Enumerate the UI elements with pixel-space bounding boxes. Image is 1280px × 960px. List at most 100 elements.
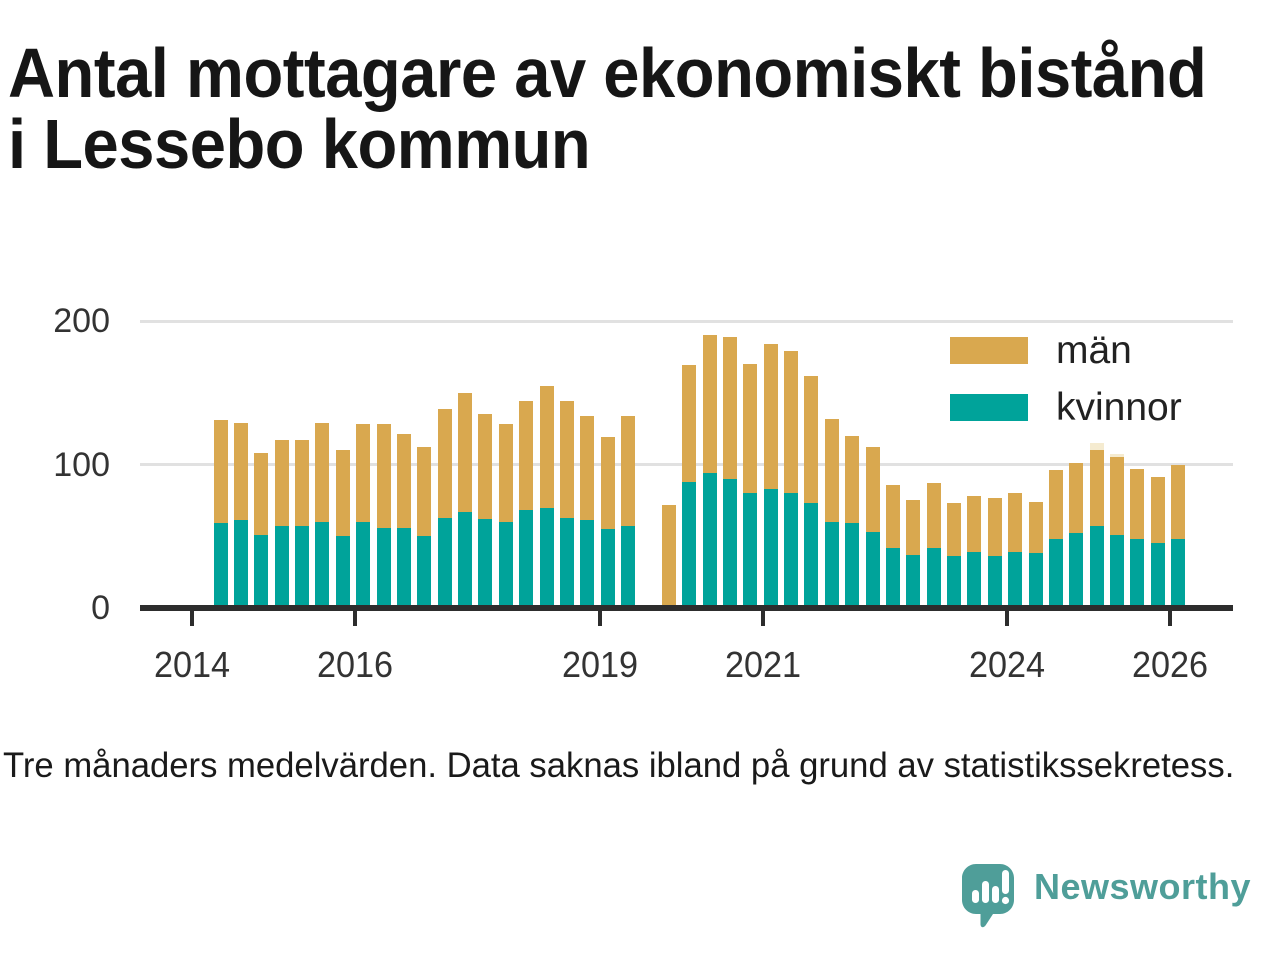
bar-segment-man (885, 484, 900, 548)
x-tick-2024 (1005, 610, 1009, 626)
bar-segment-man (1028, 501, 1043, 554)
bar-segment-kvinnor (947, 556, 961, 608)
x-tick-2021 (760, 610, 765, 626)
stacked-bar (804, 375, 819, 608)
chart-title: Antal mottagare av ekonomiskt bistånd i … (8, 37, 1207, 181)
bar-segment-kvinnor (926, 547, 941, 608)
bar-segment-pale (1089, 442, 1104, 451)
bar-segment-man (1150, 477, 1165, 544)
stacked-bar (559, 401, 574, 608)
bar-segment-kvinnor (396, 527, 411, 608)
stacked-bar (1069, 463, 1084, 608)
bar-segment-kvinnor (784, 493, 798, 608)
bar-segment-kvinnor (722, 478, 737, 608)
legend-swatch-1 (950, 394, 1028, 421)
bar-segment-man (396, 434, 411, 528)
stacked-bar (295, 440, 309, 608)
bar-segment-man (743, 364, 758, 494)
bar-segment-man (1048, 470, 1063, 540)
bar-segment-man (661, 504, 676, 608)
stacked-bar (315, 422, 330, 608)
bar-segment-kvinnor (376, 527, 391, 608)
bar-segment-kvinnor (743, 493, 758, 608)
bar-segment-kvinnor (987, 556, 1002, 608)
bar-segment-kvinnor (702, 473, 717, 608)
x-tick-2019 (597, 610, 602, 626)
stacked-bar (1150, 477, 1165, 608)
stacked-bar (458, 392, 472, 608)
bar-segment-man (539, 385, 554, 508)
stacked-bar (906, 500, 921, 608)
bar-segment-kvinnor (621, 526, 635, 608)
bar-segment-man (315, 422, 330, 522)
footnote: Tre månaders medelvärden. Data saknas ib… (3, 746, 1235, 785)
bar-segment-kvinnor (1028, 553, 1043, 608)
x-axis-line (140, 605, 1233, 611)
x-tick-label-2019: 2019 (561, 644, 638, 685)
stacked-bar (539, 385, 554, 608)
bar-segment-man (784, 351, 798, 494)
y-tick-label-100: 100 (53, 445, 110, 484)
bar-segment-man (906, 500, 921, 555)
bar-segment-man (1171, 464, 1186, 540)
bar-segment-man (845, 435, 860, 524)
newsworthy-logo: Newsworthy (962, 864, 1272, 934)
stacked-bar (763, 343, 778, 608)
x-tick-label-2024: 2024 (968, 644, 1046, 685)
bar-segment-man (600, 437, 615, 530)
bar-segment-kvinnor (885, 547, 900, 608)
bar-segment-man (865, 447, 880, 532)
x-tick-label-2021: 2021 (724, 644, 801, 685)
bar-segment-kvinnor (539, 507, 554, 608)
bar-segment-kvinnor (315, 521, 330, 608)
bar-segment-man (335, 450, 350, 537)
x-tick-label-2016: 2016 (316, 644, 394, 685)
stacked-bar (356, 424, 371, 608)
bar-segment-kvinnor (356, 521, 371, 608)
stacked-bar (335, 450, 350, 608)
stacked-bar (926, 483, 941, 608)
stacked-bar (498, 424, 513, 608)
bar-segment-man (1110, 457, 1124, 535)
bar-segment-man (213, 420, 228, 524)
bar-segment-man (722, 336, 737, 479)
stacked-bar (580, 415, 595, 608)
bar-segment-kvinnor (1130, 539, 1145, 608)
stacked-bar (824, 418, 839, 608)
bar-segment-man (417, 447, 432, 537)
stacked-bar (1048, 470, 1063, 608)
bar-segment-man (295, 440, 309, 527)
bar-segment-kvinnor (478, 519, 493, 608)
bar-segment-man (580, 415, 595, 521)
bar-segment-kvinnor (559, 517, 574, 608)
bar-segment-kvinnor (1008, 552, 1023, 608)
x-tick-2014 (190, 610, 194, 626)
stacked-bar (254, 453, 269, 608)
bar-segment-man (437, 408, 452, 518)
stacked-bar (396, 434, 411, 608)
stacked-bar (1110, 454, 1124, 608)
bar-segment-man (498, 424, 513, 522)
stacked-bar (987, 497, 1002, 608)
bar-segment-kvinnor (233, 520, 248, 608)
bar-segment-man (763, 343, 778, 489)
bar-segment-man (458, 392, 472, 512)
bar-segment-kvinnor (498, 521, 513, 608)
stacked-bar (722, 336, 737, 608)
x-tick-label-2014: 2014 (153, 644, 231, 685)
bar-segment-kvinnor (458, 511, 472, 608)
stacked-bar (213, 420, 228, 608)
bar-segment-kvinnor (1171, 539, 1186, 608)
stacked-bar (1089, 442, 1104, 608)
stacked-bar (376, 424, 391, 608)
stacked-bar (885, 484, 900, 608)
stacked-bar (600, 437, 615, 608)
bar-segment-man (987, 497, 1002, 557)
bar-segment-man (1130, 468, 1145, 540)
bar-segment-kvinnor (213, 523, 228, 608)
bar-segment-man (621, 415, 635, 527)
bar-segment-man (1089, 450, 1104, 527)
stacked-bar (1130, 468, 1145, 608)
bar-segment-pale (1110, 454, 1124, 458)
stacked-bar (621, 415, 635, 608)
